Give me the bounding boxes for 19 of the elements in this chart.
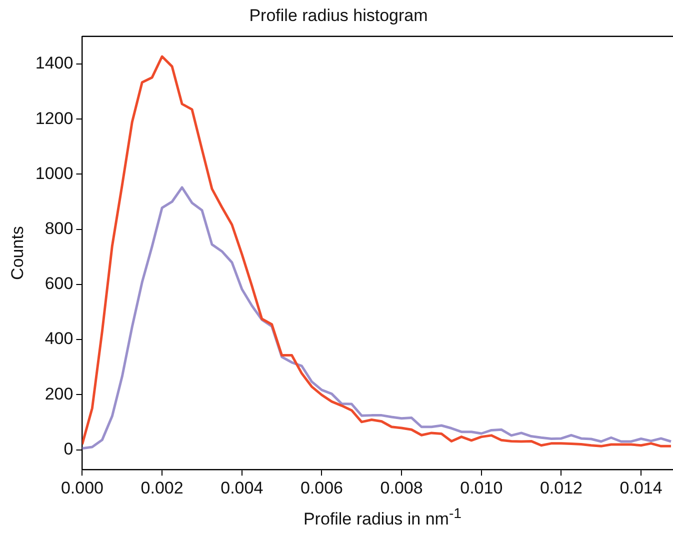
y-tick-label: 800 bbox=[44, 218, 74, 238]
x-tick-label: 0.014 bbox=[620, 478, 662, 498]
y-tick-label: 1000 bbox=[35, 164, 74, 183]
y-tick-label: 1200 bbox=[35, 108, 74, 128]
x-tick-label: 0.006 bbox=[300, 478, 343, 498]
y-tick-label: 600 bbox=[44, 274, 74, 294]
x-tick-label: 0.012 bbox=[540, 478, 583, 498]
y-tick-label: 200 bbox=[44, 384, 74, 404]
x-axis-title: Profile radius in nm$^{-1}$ bbox=[302, 506, 463, 530]
chart-title: Profile radius histogram bbox=[249, 6, 428, 25]
y-tick-label: 400 bbox=[44, 329, 74, 348]
x-tick-label: 0.000 bbox=[60, 478, 104, 498]
x-tick-label: 0.004 bbox=[220, 478, 264, 498]
y-tick-label: 0 bbox=[64, 439, 74, 458]
y-axis-title: Counts bbox=[8, 226, 27, 280]
x-tick-label: 0.010 bbox=[460, 478, 503, 498]
x-tick-label: 0.002 bbox=[140, 478, 184, 498]
x-tick-label: 0.008 bbox=[380, 478, 423, 498]
y-tick-label: 1400 bbox=[35, 54, 74, 73]
